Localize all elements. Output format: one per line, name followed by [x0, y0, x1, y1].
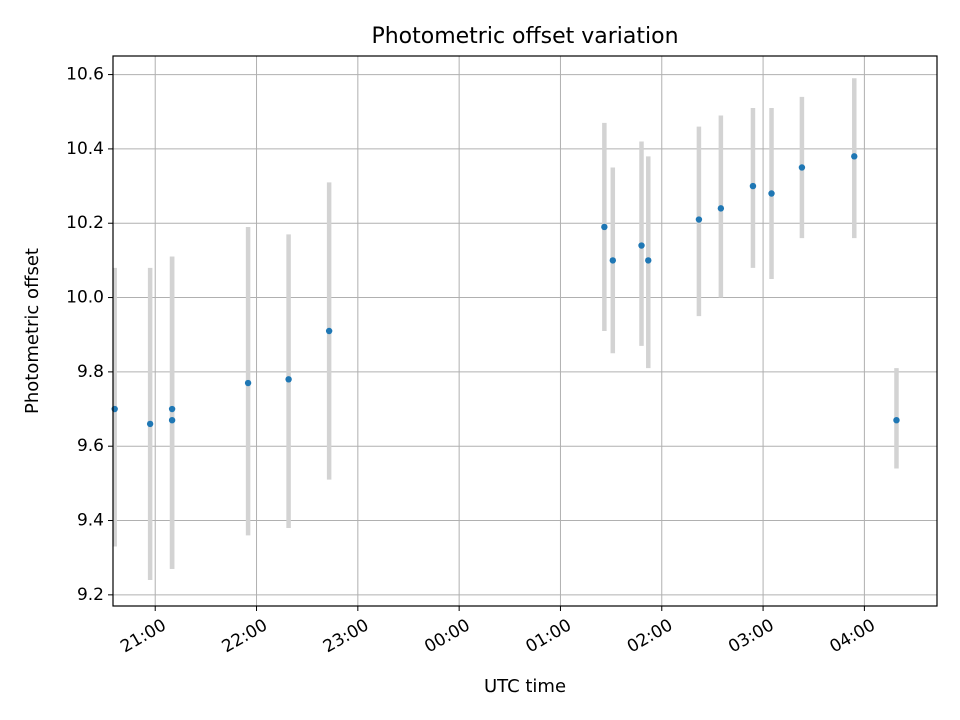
y-tick-label: 10.4: [66, 139, 104, 159]
data-point: [893, 416, 900, 424]
y-axis-title: Photometric offset: [22, 248, 43, 414]
y-tick-label: 10.2: [66, 213, 104, 233]
chart-title: Photometric offset variation: [371, 24, 678, 49]
x-axis-title: UTC time: [484, 676, 566, 697]
grid: [113, 56, 937, 606]
data-point: [609, 257, 617, 264]
data-point: [285, 376, 292, 383]
data-point: [645, 257, 652, 264]
y-tick-label: 10.0: [66, 288, 104, 308]
y-tick-label: 9.6: [77, 436, 104, 456]
y-axis-ticks: 9.2 9.4 9.6 9.8 10.0 10.2 10.4 10.6: [66, 65, 113, 605]
plot-frame: [112, 55, 938, 607]
plot-area: [113, 56, 937, 606]
y-tick-label: 9.2: [77, 585, 104, 605]
data-point: [168, 405, 176, 413]
data-point: [325, 327, 333, 335]
data-point: [717, 205, 725, 212]
data-point: [695, 216, 703, 223]
y-tick-label: 9.4: [77, 511, 104, 531]
data-point: [638, 242, 645, 249]
data-points: [111, 153, 900, 428]
data-point: [798, 164, 806, 171]
y-tick-label: 10.6: [66, 65, 104, 85]
y-tick-label: 9.8: [77, 362, 104, 382]
data-point: [146, 420, 154, 428]
data-point: [851, 153, 858, 160]
data-point: [601, 223, 608, 231]
data-point: [168, 416, 176, 424]
data-point: [244, 379, 252, 387]
data-point: [749, 182, 757, 190]
data-point: [768, 190, 775, 197]
